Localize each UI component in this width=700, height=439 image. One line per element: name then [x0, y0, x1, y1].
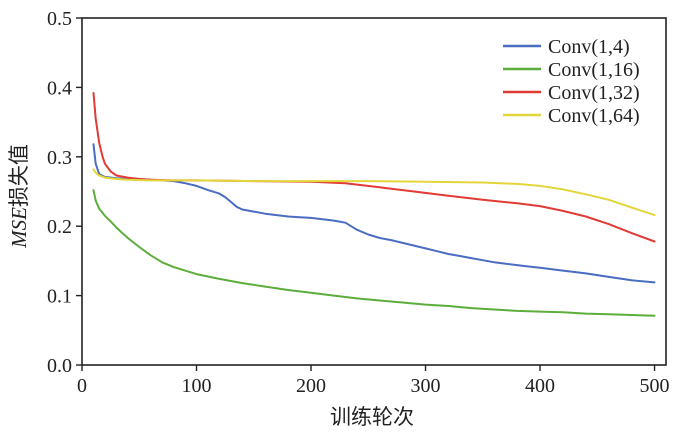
y-tick-label: 0.2 [47, 216, 72, 238]
y-tick-label: 0.1 [47, 286, 72, 308]
legend-label: Conv(1,32) [548, 82, 640, 104]
legend-label: Conv(1,64) [548, 105, 640, 127]
x-tick-label: 100 [182, 375, 212, 397]
y-axis-label-suffix: 损失值 [7, 144, 31, 207]
y-axis-label-prefix: MSE [7, 207, 31, 249]
series-line-2 [92, 189, 656, 317]
series-line-4 [92, 168, 656, 217]
x-tick-label: 0 [77, 375, 87, 397]
plot-frame [81, 17, 667, 366]
x-axis-label: 训练轮次 [330, 405, 414, 429]
x-tick-label: 300 [411, 375, 441, 397]
y-tick-label: 0.3 [47, 147, 72, 169]
x-tick-label: 200 [296, 375, 326, 397]
y-axis-ticks: 0.0 0.1 0.2 0.3 0.4 0.5 [47, 8, 82, 377]
y-tick-label: 0.5 [47, 8, 72, 30]
y-axis-label: MSE损失值 [7, 144, 31, 249]
x-tick-label: 500 [640, 375, 670, 397]
x-tick-label: 400 [525, 375, 555, 397]
legend-label: Conv(1,4) [548, 36, 630, 58]
legend-label: Conv(1,16) [548, 59, 640, 81]
y-tick-label: 0.0 [47, 355, 72, 377]
y-tick-label: 0.4 [47, 77, 72, 99]
series-lines [92, 92, 656, 317]
legend: Conv(1,4)Conv(1,16)Conv(1,32)Conv(1,64) [503, 36, 640, 127]
x-axis-ticks: 0 100 200 300 400 500 [77, 365, 670, 397]
